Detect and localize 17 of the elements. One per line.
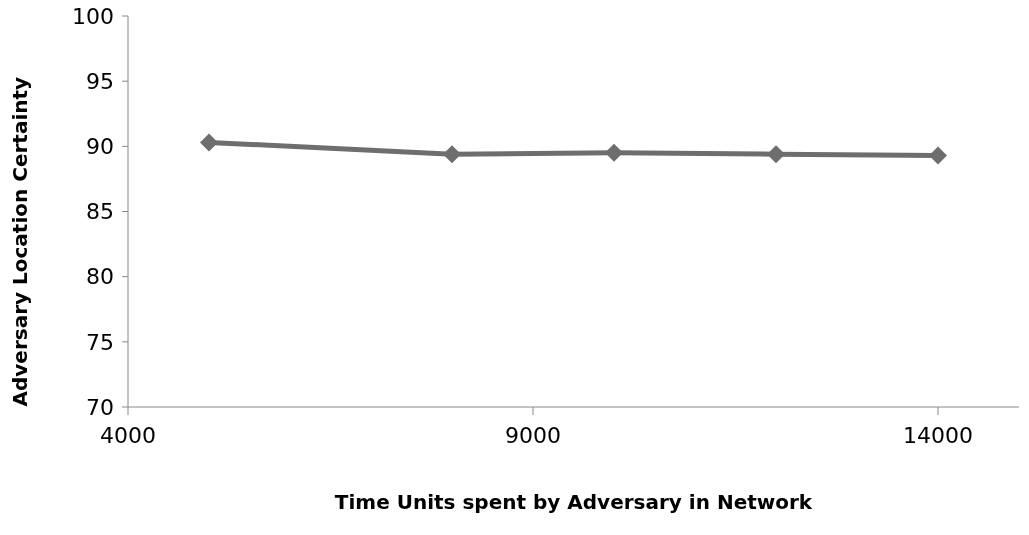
point xyxy=(767,145,785,164)
y-tick-label: 75 xyxy=(86,329,114,355)
y-tick-label: 70 xyxy=(86,394,114,420)
y-tick-label: 80 xyxy=(86,264,114,290)
x-axis-title: Time Units spent by Adversary in Network xyxy=(334,490,813,514)
x-tick-label: 14000 xyxy=(903,422,973,448)
y-axis-title: Adversary Location Certainty xyxy=(8,76,33,407)
point xyxy=(605,143,623,162)
y-tick-label: 85 xyxy=(86,199,114,225)
x-tick-label: 4000 xyxy=(100,422,156,448)
x-tick-label: 9000 xyxy=(505,422,561,448)
y-tick-label: 95 xyxy=(86,68,114,94)
point xyxy=(929,146,947,165)
point xyxy=(200,133,218,152)
y-tick-label: 100 xyxy=(72,3,114,29)
y-tick-label: 90 xyxy=(86,134,114,160)
point xyxy=(443,145,461,164)
